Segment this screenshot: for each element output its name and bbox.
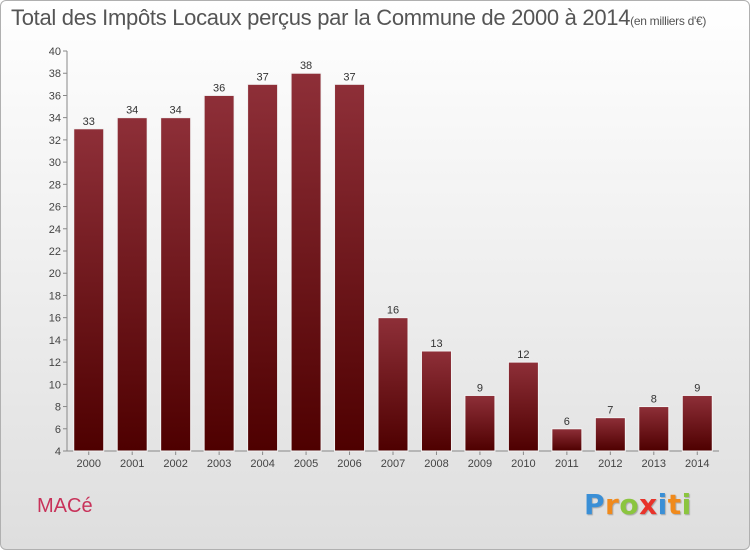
y-tick-label: 40 <box>49 46 61 58</box>
y-tick-label: 24 <box>49 224 61 236</box>
logo-letter: x <box>639 488 658 521</box>
x-tick-label: 2007 <box>381 458 405 470</box>
x-axis: 2000 2001 2002 2003 2004 2005 2006 2007 2008 2009… <box>67 450 719 470</box>
y-tick-label: 22 <box>49 246 61 258</box>
bar-2000[interactable] <box>73 128 105 452</box>
y-tick-label: 32 <box>49 135 61 147</box>
bar-2009[interactable] <box>464 394 496 452</box>
data-label-2005: 38 <box>300 60 312 72</box>
chart-title-text: Total des Impôts Locaux perçus par la Co… <box>11 5 631 30</box>
x-tick-label: 2011 <box>555 458 579 470</box>
x-tick-label: 2013 <box>642 458 666 470</box>
x-tick-label: 2003 <box>207 458 231 470</box>
bars <box>73 72 713 452</box>
bar-2007[interactable] <box>377 317 409 452</box>
data-label-2002: 34 <box>170 105 182 117</box>
logo-letter: i <box>681 488 692 521</box>
y-tick-label: 18 <box>49 290 61 302</box>
y-tick-label: 6 <box>55 424 61 436</box>
bar-2012[interactable] <box>594 417 626 452</box>
chart-title: Total des Impôts Locaux perçus par la Co… <box>11 5 706 31</box>
bar-2008[interactable] <box>420 350 452 452</box>
y-tick-label: 14 <box>49 335 61 347</box>
data-label-2000: 33 <box>83 116 95 128</box>
x-tick-label: 2002 <box>163 458 187 470</box>
logo-letter: P <box>584 488 606 521</box>
x-tick-label: 2012 <box>598 458 622 470</box>
x-tick-label: 2009 <box>468 458 492 470</box>
x-tick-label: 2001 <box>120 458 144 470</box>
logo-letter: o <box>619 488 640 521</box>
logo-letter: t <box>667 488 682 521</box>
data-label-2008: 13 <box>430 338 442 350</box>
bar-2002[interactable] <box>160 117 192 452</box>
y-tick-label: 36 <box>49 90 61 102</box>
bar-2011[interactable] <box>551 428 583 452</box>
bar-2004[interactable] <box>247 83 279 452</box>
y-tick-label: 10 <box>49 379 61 391</box>
proxiti-logo[interactable]: Proxiti <box>584 488 692 521</box>
bar-2006[interactable] <box>334 83 366 452</box>
x-tick-label: 2008 <box>424 458 448 470</box>
commune-name: MACé <box>37 495 93 517</box>
bar-2010[interactable] <box>507 361 539 452</box>
chart-unit-note: (en milliers d'€) <box>630 14 707 28</box>
data-label-2013: 8 <box>651 394 657 406</box>
bar-2001[interactable] <box>116 117 148 452</box>
logo-letter: i <box>657 488 668 521</box>
bar-2005[interactable] <box>290 72 322 452</box>
x-tick-label: 2005 <box>294 458 318 470</box>
y-tick-label: 26 <box>49 202 61 214</box>
logo-letter: r <box>605 488 620 521</box>
bar-2013[interactable] <box>638 406 670 452</box>
x-tick-label: 2010 <box>511 458 535 470</box>
data-label-2003: 36 <box>213 82 225 94</box>
y-tick-label: 16 <box>49 313 61 325</box>
y-axis: 4 6 8 10 12 14 16 18 20 22 24 26 28 30 32 34 36 38 40 <box>49 46 68 458</box>
y-tick-label: 20 <box>49 268 61 280</box>
y-tick-label: 28 <box>49 179 61 191</box>
data-label-2014: 9 <box>694 382 700 394</box>
y-tick-label: 4 <box>55 446 61 458</box>
y-tick-label: 34 <box>49 113 61 125</box>
data-labels: 33 34 34 36 37 38 37 16 13 9 12 6 7 8 9 <box>83 60 701 428</box>
data-label-2004: 37 <box>256 71 268 83</box>
data-label-2012: 7 <box>607 405 613 417</box>
y-tick-label: 38 <box>49 68 61 80</box>
data-label-2011: 6 <box>564 416 570 428</box>
x-tick-label: 2014 <box>685 458 709 470</box>
data-label-2010: 12 <box>517 349 529 361</box>
x-tick-label: 2004 <box>250 458 274 470</box>
data-label-2009: 9 <box>477 382 483 394</box>
x-tick-label: 2000 <box>76 458 100 470</box>
y-tick-label: 12 <box>49 357 61 369</box>
y-tick-label: 8 <box>55 402 61 414</box>
bar-2003[interactable] <box>203 94 235 452</box>
data-label-2007: 16 <box>387 305 399 317</box>
bar-2014[interactable] <box>681 394 713 452</box>
y-tick-label: 30 <box>49 157 61 169</box>
x-tick-label: 2006 <box>337 458 361 470</box>
data-label-2006: 37 <box>343 71 355 83</box>
data-label-2001: 34 <box>126 105 138 117</box>
